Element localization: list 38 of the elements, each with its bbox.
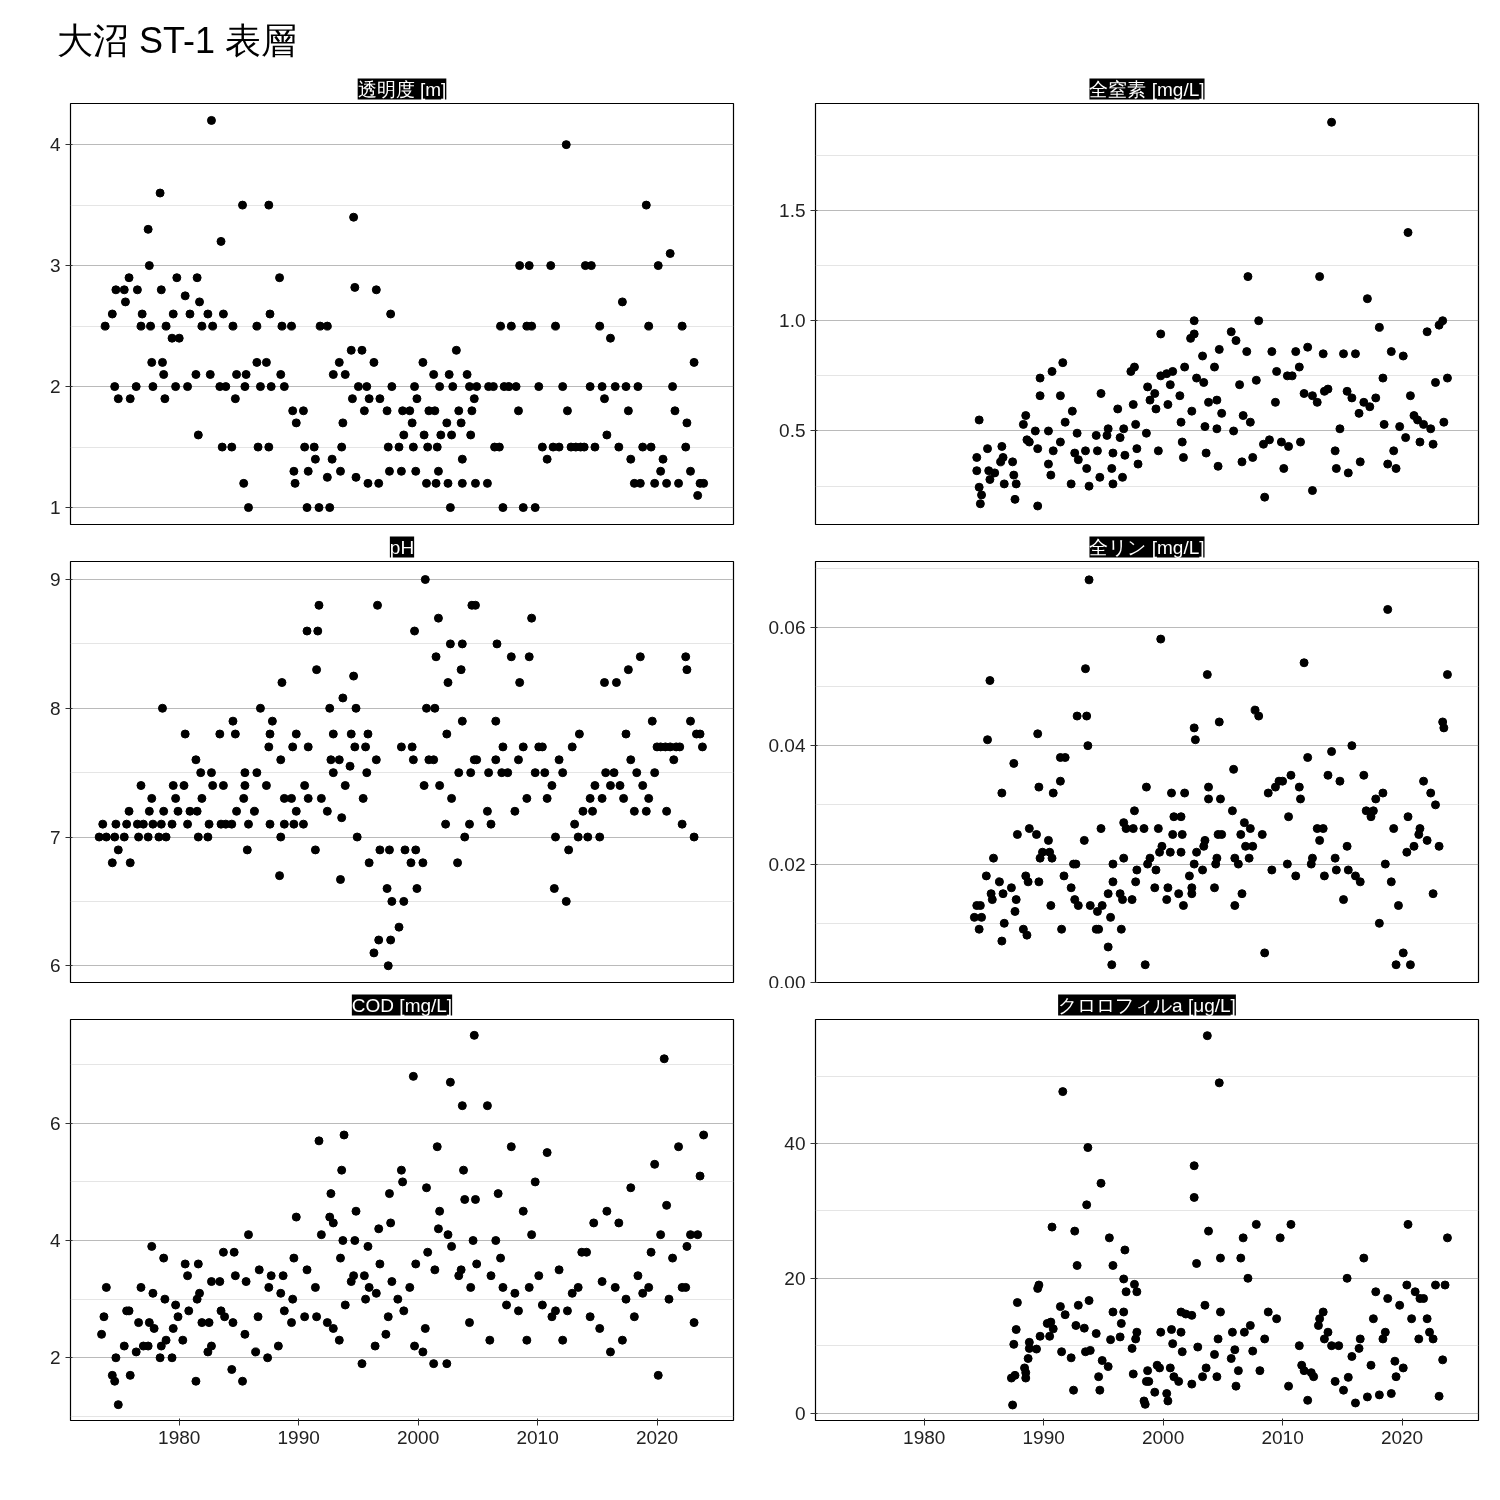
- y-tick-label: 6: [49, 955, 61, 977]
- y-tick-label: 0.02: [768, 853, 806, 875]
- x-tick-label: 2020: [1380, 1426, 1424, 1448]
- y-tick-label: 0.04: [768, 735, 806, 757]
- y-tick-label: 1.5: [779, 199, 806, 221]
- x-tick-label: 1980: [903, 1426, 946, 1448]
- y-tick-label: 1: [49, 497, 61, 519]
- y-tick-label: 3: [49, 255, 61, 277]
- y-tick-label: 0.5: [779, 420, 806, 442]
- x-tick-label: 1990: [277, 1426, 320, 1448]
- y-tick-label: 9: [49, 569, 61, 591]
- y-tick-label: 40: [784, 1133, 806, 1155]
- chart-title: クロロフィルa [μg/L]: [1058, 994, 1236, 1016]
- text: 大沼 ST-1 表層: [57, 19, 298, 63]
- y-tick-label: 1.0: [779, 310, 806, 332]
- y-tick-label: 4: [49, 134, 61, 156]
- x-tick-label: 1990: [1022, 1426, 1065, 1448]
- y-tick-label: 2: [49, 376, 61, 398]
- chart-title: pH: [389, 536, 415, 558]
- y-tick-label: 7: [49, 826, 61, 848]
- y-tick-label: 2: [49, 1347, 61, 1369]
- y-tick-label: 8: [49, 697, 61, 719]
- y-tick-label: 20: [784, 1267, 806, 1289]
- y-tick-label: 6: [49, 1112, 61, 1134]
- x-tick-label: 2000: [396, 1426, 440, 1448]
- chart-title: 全リン [mg/L]: [1089, 536, 1205, 558]
- x-tick-label: 1980: [158, 1426, 201, 1448]
- x-tick-label: 2000: [1141, 1426, 1185, 1448]
- chart-title: 全窒素 [mg/L]: [1089, 78, 1205, 100]
- chart-title: COD [mg/L]: [351, 994, 453, 1016]
- y-tick-label: 0.00: [768, 971, 806, 993]
- x-tick-label: 2020: [635, 1426, 679, 1448]
- y-tick-label: 4: [49, 1230, 61, 1252]
- x-tick-label: 2010: [1261, 1426, 1304, 1448]
- x-tick-label: 2010: [516, 1426, 559, 1448]
- chart-title: 透明度 [m]: [357, 78, 447, 100]
- y-tick-label: 0.06: [768, 616, 806, 638]
- y-tick-label: 0: [794, 1402, 806, 1424]
